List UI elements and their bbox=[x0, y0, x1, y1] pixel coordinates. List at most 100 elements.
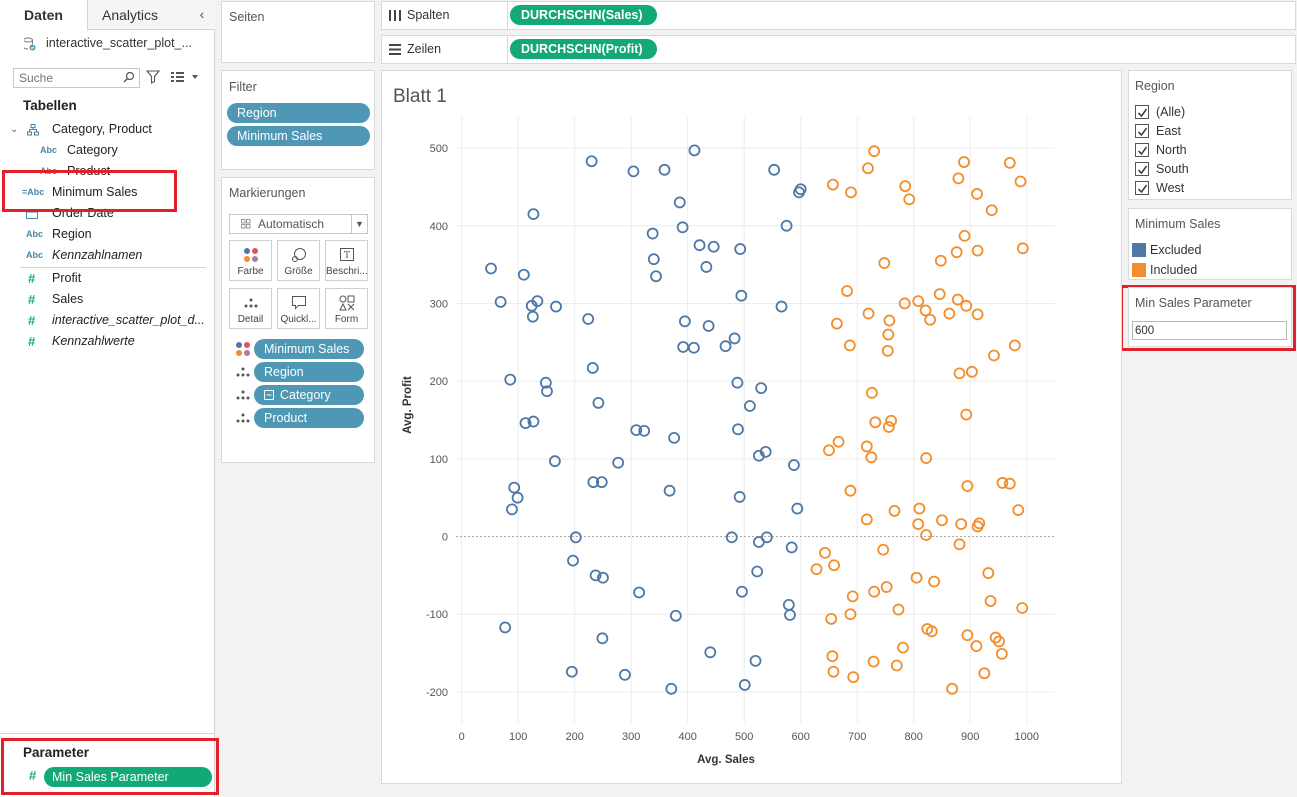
point-included[interactable] bbox=[880, 581, 893, 593]
datasource-row[interactable]: interactive_scatter_plot_... bbox=[24, 33, 214, 53]
point-included[interactable] bbox=[888, 504, 901, 517]
point-included[interactable] bbox=[1012, 504, 1025, 517]
point-included[interactable] bbox=[912, 518, 925, 531]
point-excluded[interactable] bbox=[539, 376, 552, 389]
point-excluded[interactable] bbox=[499, 621, 512, 634]
point-included[interactable] bbox=[869, 416, 882, 429]
collapse-pane-icon[interactable]: ‹ bbox=[199, 6, 205, 22]
point-excluded[interactable] bbox=[751, 565, 764, 578]
point-included[interactable] bbox=[1003, 156, 1016, 169]
marks-pill-product[interactable]: Product bbox=[254, 408, 364, 428]
point-included[interactable] bbox=[951, 293, 964, 306]
point-excluded[interactable] bbox=[735, 289, 748, 302]
point-excluded[interactable] bbox=[791, 502, 804, 515]
point-included[interactable] bbox=[865, 451, 878, 464]
point-included[interactable] bbox=[953, 538, 966, 551]
checkbox-checked[interactable] bbox=[1135, 181, 1149, 195]
point-included[interactable] bbox=[828, 559, 840, 572]
worksheet-view[interactable]: Blatt 1 -200 -100 0 100 200 300 400 500 0 100 200 3… bbox=[381, 70, 1122, 784]
point-included[interactable] bbox=[920, 452, 933, 464]
point-included[interactable] bbox=[966, 365, 978, 378]
point-excluded[interactable] bbox=[494, 296, 507, 308]
point-excluded[interactable] bbox=[673, 196, 686, 209]
checkbox-checked[interactable] bbox=[1135, 162, 1149, 176]
point-excluded[interactable] bbox=[669, 609, 682, 622]
point-excluded[interactable] bbox=[707, 240, 720, 253]
point-included[interactable] bbox=[844, 608, 857, 621]
point-included[interactable] bbox=[845, 186, 857, 199]
point-included[interactable] bbox=[978, 667, 991, 680]
point-included[interactable] bbox=[971, 188, 983, 200]
point-included[interactable] bbox=[946, 682, 959, 695]
point-included[interactable] bbox=[955, 518, 968, 531]
point-included[interactable] bbox=[860, 513, 873, 526]
point-excluded[interactable] bbox=[738, 679, 751, 691]
checkbox-checked[interactable] bbox=[1135, 143, 1149, 157]
point-excluded[interactable] bbox=[782, 599, 795, 611]
point-included[interactable] bbox=[982, 567, 995, 579]
point-included[interactable] bbox=[882, 421, 895, 433]
point-excluded[interactable] bbox=[527, 208, 540, 221]
point-excluded[interactable] bbox=[702, 320, 715, 332]
point-included[interactable] bbox=[844, 484, 857, 497]
point-excluded[interactable] bbox=[736, 585, 748, 598]
point-included[interactable] bbox=[883, 314, 896, 327]
point-included[interactable] bbox=[867, 655, 880, 668]
point-included[interactable] bbox=[919, 304, 932, 317]
point-included[interactable] bbox=[971, 308, 984, 321]
point-excluded[interactable] bbox=[678, 315, 691, 328]
legend-swatch-excluded[interactable] bbox=[1132, 243, 1146, 257]
point-excluded[interactable] bbox=[665, 682, 678, 695]
point-included[interactable] bbox=[825, 612, 838, 625]
point-included[interactable] bbox=[920, 529, 933, 541]
point-excluded[interactable] bbox=[733, 491, 746, 503]
collapse-hierarchy-icon[interactable] bbox=[264, 390, 274, 400]
point-included[interactable] bbox=[984, 595, 997, 607]
point-included[interactable] bbox=[960, 408, 973, 421]
size-button[interactable]: Größe bbox=[277, 240, 320, 281]
point-included[interactable] bbox=[953, 367, 966, 380]
point-included[interactable] bbox=[989, 631, 1002, 644]
point-excluded[interactable] bbox=[732, 423, 744, 436]
detail-button[interactable]: Detail bbox=[229, 288, 272, 329]
point-excluded[interactable] bbox=[785, 541, 798, 554]
point-excluded[interactable] bbox=[485, 262, 497, 275]
point-excluded[interactable] bbox=[541, 385, 553, 398]
point-excluded[interactable] bbox=[760, 531, 773, 544]
point-included[interactable] bbox=[847, 671, 860, 684]
tab-daten[interactable]: Daten bbox=[0, 0, 88, 31]
point-excluded[interactable] bbox=[527, 415, 540, 428]
point-excluded[interactable] bbox=[749, 654, 762, 667]
point-included[interactable] bbox=[1014, 175, 1027, 188]
view-options-icon[interactable] bbox=[170, 70, 200, 84]
point-included[interactable] bbox=[892, 603, 905, 616]
point-excluded[interactable] bbox=[619, 668, 631, 681]
point-included[interactable] bbox=[988, 349, 1000, 362]
point-excluded[interactable] bbox=[743, 400, 756, 412]
columns-pill-avg-sales[interactable]: DURCHSCHN(Sales) bbox=[510, 5, 657, 25]
point-included[interactable] bbox=[970, 640, 983, 652]
filter-pill-minimum-sales[interactable]: Minimum Sales bbox=[227, 126, 370, 146]
point-excluded[interactable] bbox=[668, 431, 681, 444]
point-excluded[interactable] bbox=[612, 456, 625, 469]
point-excluded[interactable] bbox=[548, 455, 561, 468]
mark-type-dropdown[interactable]: Automatisch ▼ bbox=[229, 214, 368, 234]
point-excluded[interactable] bbox=[595, 476, 608, 489]
point-included[interactable] bbox=[877, 543, 890, 556]
point-included[interactable] bbox=[996, 477, 1009, 489]
point-included[interactable] bbox=[934, 254, 947, 267]
point-excluded[interactable] bbox=[700, 261, 713, 273]
point-excluded[interactable] bbox=[755, 382, 768, 395]
expand-chevron-icon[interactable]: ⌄ bbox=[10, 124, 19, 135]
field-sales[interactable]: # Sales bbox=[28, 289, 208, 310]
point-excluded[interactable] bbox=[784, 609, 796, 621]
point-excluded[interactable] bbox=[633, 586, 645, 599]
point-included[interactable] bbox=[971, 244, 984, 257]
point-included[interactable] bbox=[933, 288, 946, 301]
point-included[interactable] bbox=[881, 344, 894, 357]
point-included[interactable] bbox=[1003, 477, 1016, 490]
point-included[interactable] bbox=[936, 514, 948, 527]
point-excluded[interactable] bbox=[504, 373, 517, 386]
field-profit[interactable]: # Profit bbox=[28, 268, 208, 289]
point-included[interactable] bbox=[912, 295, 925, 308]
